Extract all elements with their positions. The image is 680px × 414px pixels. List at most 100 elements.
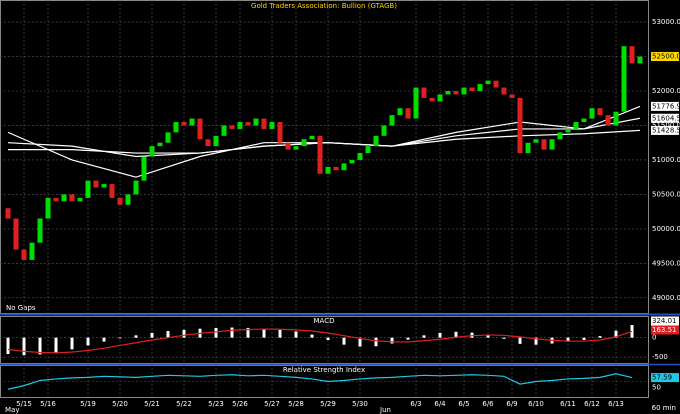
candle bbox=[349, 159, 355, 164]
macd-bar bbox=[310, 334, 314, 338]
moving-average bbox=[8, 129, 641, 154]
candle bbox=[309, 135, 315, 140]
macd-bar bbox=[278, 329, 282, 338]
candle bbox=[101, 184, 107, 188]
macd-bar bbox=[246, 327, 250, 338]
macd-bar bbox=[118, 337, 122, 339]
macd-bar bbox=[6, 337, 10, 355]
macd-panel bbox=[0, 316, 649, 364]
value-label-box bbox=[651, 101, 679, 111]
y-tick-label: 49000.00 bbox=[652, 294, 680, 302]
x-tick-label: 5/21 bbox=[144, 400, 160, 408]
macd-bar bbox=[486, 334, 490, 338]
value-label-box bbox=[651, 125, 679, 135]
candle bbox=[197, 118, 203, 140]
macd-bar bbox=[150, 332, 154, 338]
value-label: 57.59 bbox=[652, 374, 672, 382]
candle bbox=[453, 91, 459, 95]
macd-bar bbox=[342, 337, 346, 345]
macd-bar bbox=[534, 337, 538, 345]
candle bbox=[477, 84, 483, 92]
candle bbox=[381, 125, 387, 136]
y-tick-label: 51000.00 bbox=[652, 156, 680, 164]
candle bbox=[557, 132, 563, 140]
macd-bar bbox=[358, 337, 362, 347]
candle bbox=[389, 115, 395, 126]
macd-bar bbox=[390, 337, 394, 344]
candle bbox=[165, 132, 171, 143]
candle bbox=[69, 194, 75, 202]
candle bbox=[597, 108, 603, 116]
candle bbox=[213, 135, 219, 147]
macd-signal bbox=[7, 328, 633, 354]
macd-bar bbox=[438, 332, 442, 338]
candle bbox=[461, 87, 467, 95]
value-label-box bbox=[651, 325, 679, 335]
interval: 60 min bbox=[652, 404, 676, 412]
y-tick-label: 0 bbox=[652, 334, 656, 342]
value-label: 163.51 bbox=[652, 326, 677, 334]
candle bbox=[397, 108, 403, 116]
candle bbox=[317, 135, 323, 174]
candle bbox=[621, 46, 627, 112]
x-tick-label: 5/15 bbox=[16, 400, 32, 408]
macd-bar bbox=[134, 335, 138, 338]
macd-bar bbox=[86, 337, 90, 346]
y-tick-label: -500 bbox=[652, 353, 668, 361]
x-tick-label: 6/6 bbox=[482, 400, 494, 408]
candle bbox=[77, 197, 83, 202]
macd-bar bbox=[614, 330, 618, 338]
value-label: 51776.93 bbox=[652, 102, 680, 110]
value-label: 51604.51 bbox=[652, 114, 680, 122]
candle bbox=[437, 94, 443, 102]
candle bbox=[261, 118, 267, 129]
macd-bar bbox=[518, 337, 522, 344]
macd-bar bbox=[54, 337, 58, 353]
candle bbox=[485, 80, 491, 85]
value-label: 324.01 bbox=[652, 317, 677, 325]
macd-bar bbox=[214, 327, 218, 338]
candle bbox=[357, 153, 363, 160]
candle bbox=[613, 111, 619, 126]
x-tick-label: 5/20 bbox=[112, 400, 128, 408]
macd-bar bbox=[406, 337, 410, 340]
candle bbox=[45, 197, 51, 219]
candle bbox=[549, 139, 555, 150]
note: No Gaps bbox=[6, 304, 36, 312]
macd-bar bbox=[566, 337, 570, 342]
candle bbox=[85, 180, 91, 198]
value-label-box bbox=[651, 113, 679, 123]
candle bbox=[573, 122, 579, 129]
month-label: Jun bbox=[379, 406, 391, 414]
y-tick-label: 49500.00 bbox=[652, 259, 680, 267]
candle bbox=[133, 180, 139, 195]
x-tick-label: 6/5 bbox=[458, 400, 469, 408]
candle bbox=[245, 122, 251, 126]
macd-bar bbox=[582, 337, 586, 340]
macd-bar bbox=[326, 337, 330, 340]
candle bbox=[533, 139, 539, 143]
x-tick-label: 5/29 bbox=[320, 400, 336, 408]
candle bbox=[293, 146, 299, 150]
candle bbox=[445, 91, 451, 95]
x-tick-label: 5/30 bbox=[352, 400, 368, 408]
x-tick-label: 5/28 bbox=[288, 400, 304, 408]
macd-bar bbox=[502, 337, 506, 339]
candle bbox=[413, 87, 419, 119]
candle bbox=[629, 46, 635, 64]
candle bbox=[541, 139, 547, 150]
candle bbox=[237, 122, 243, 129]
x-tick-label: 6/4 bbox=[434, 400, 446, 408]
candle bbox=[221, 125, 227, 136]
candle bbox=[429, 97, 435, 102]
macd-bar bbox=[262, 328, 266, 338]
macd-title: MACD bbox=[314, 317, 335, 325]
x-tick-label: 5/27 bbox=[264, 400, 280, 408]
y-tick-label: 50 bbox=[652, 384, 661, 392]
candle bbox=[253, 118, 259, 126]
candle bbox=[5, 208, 11, 219]
candle bbox=[517, 97, 523, 154]
x-tick-label: 5/23 bbox=[208, 400, 224, 408]
